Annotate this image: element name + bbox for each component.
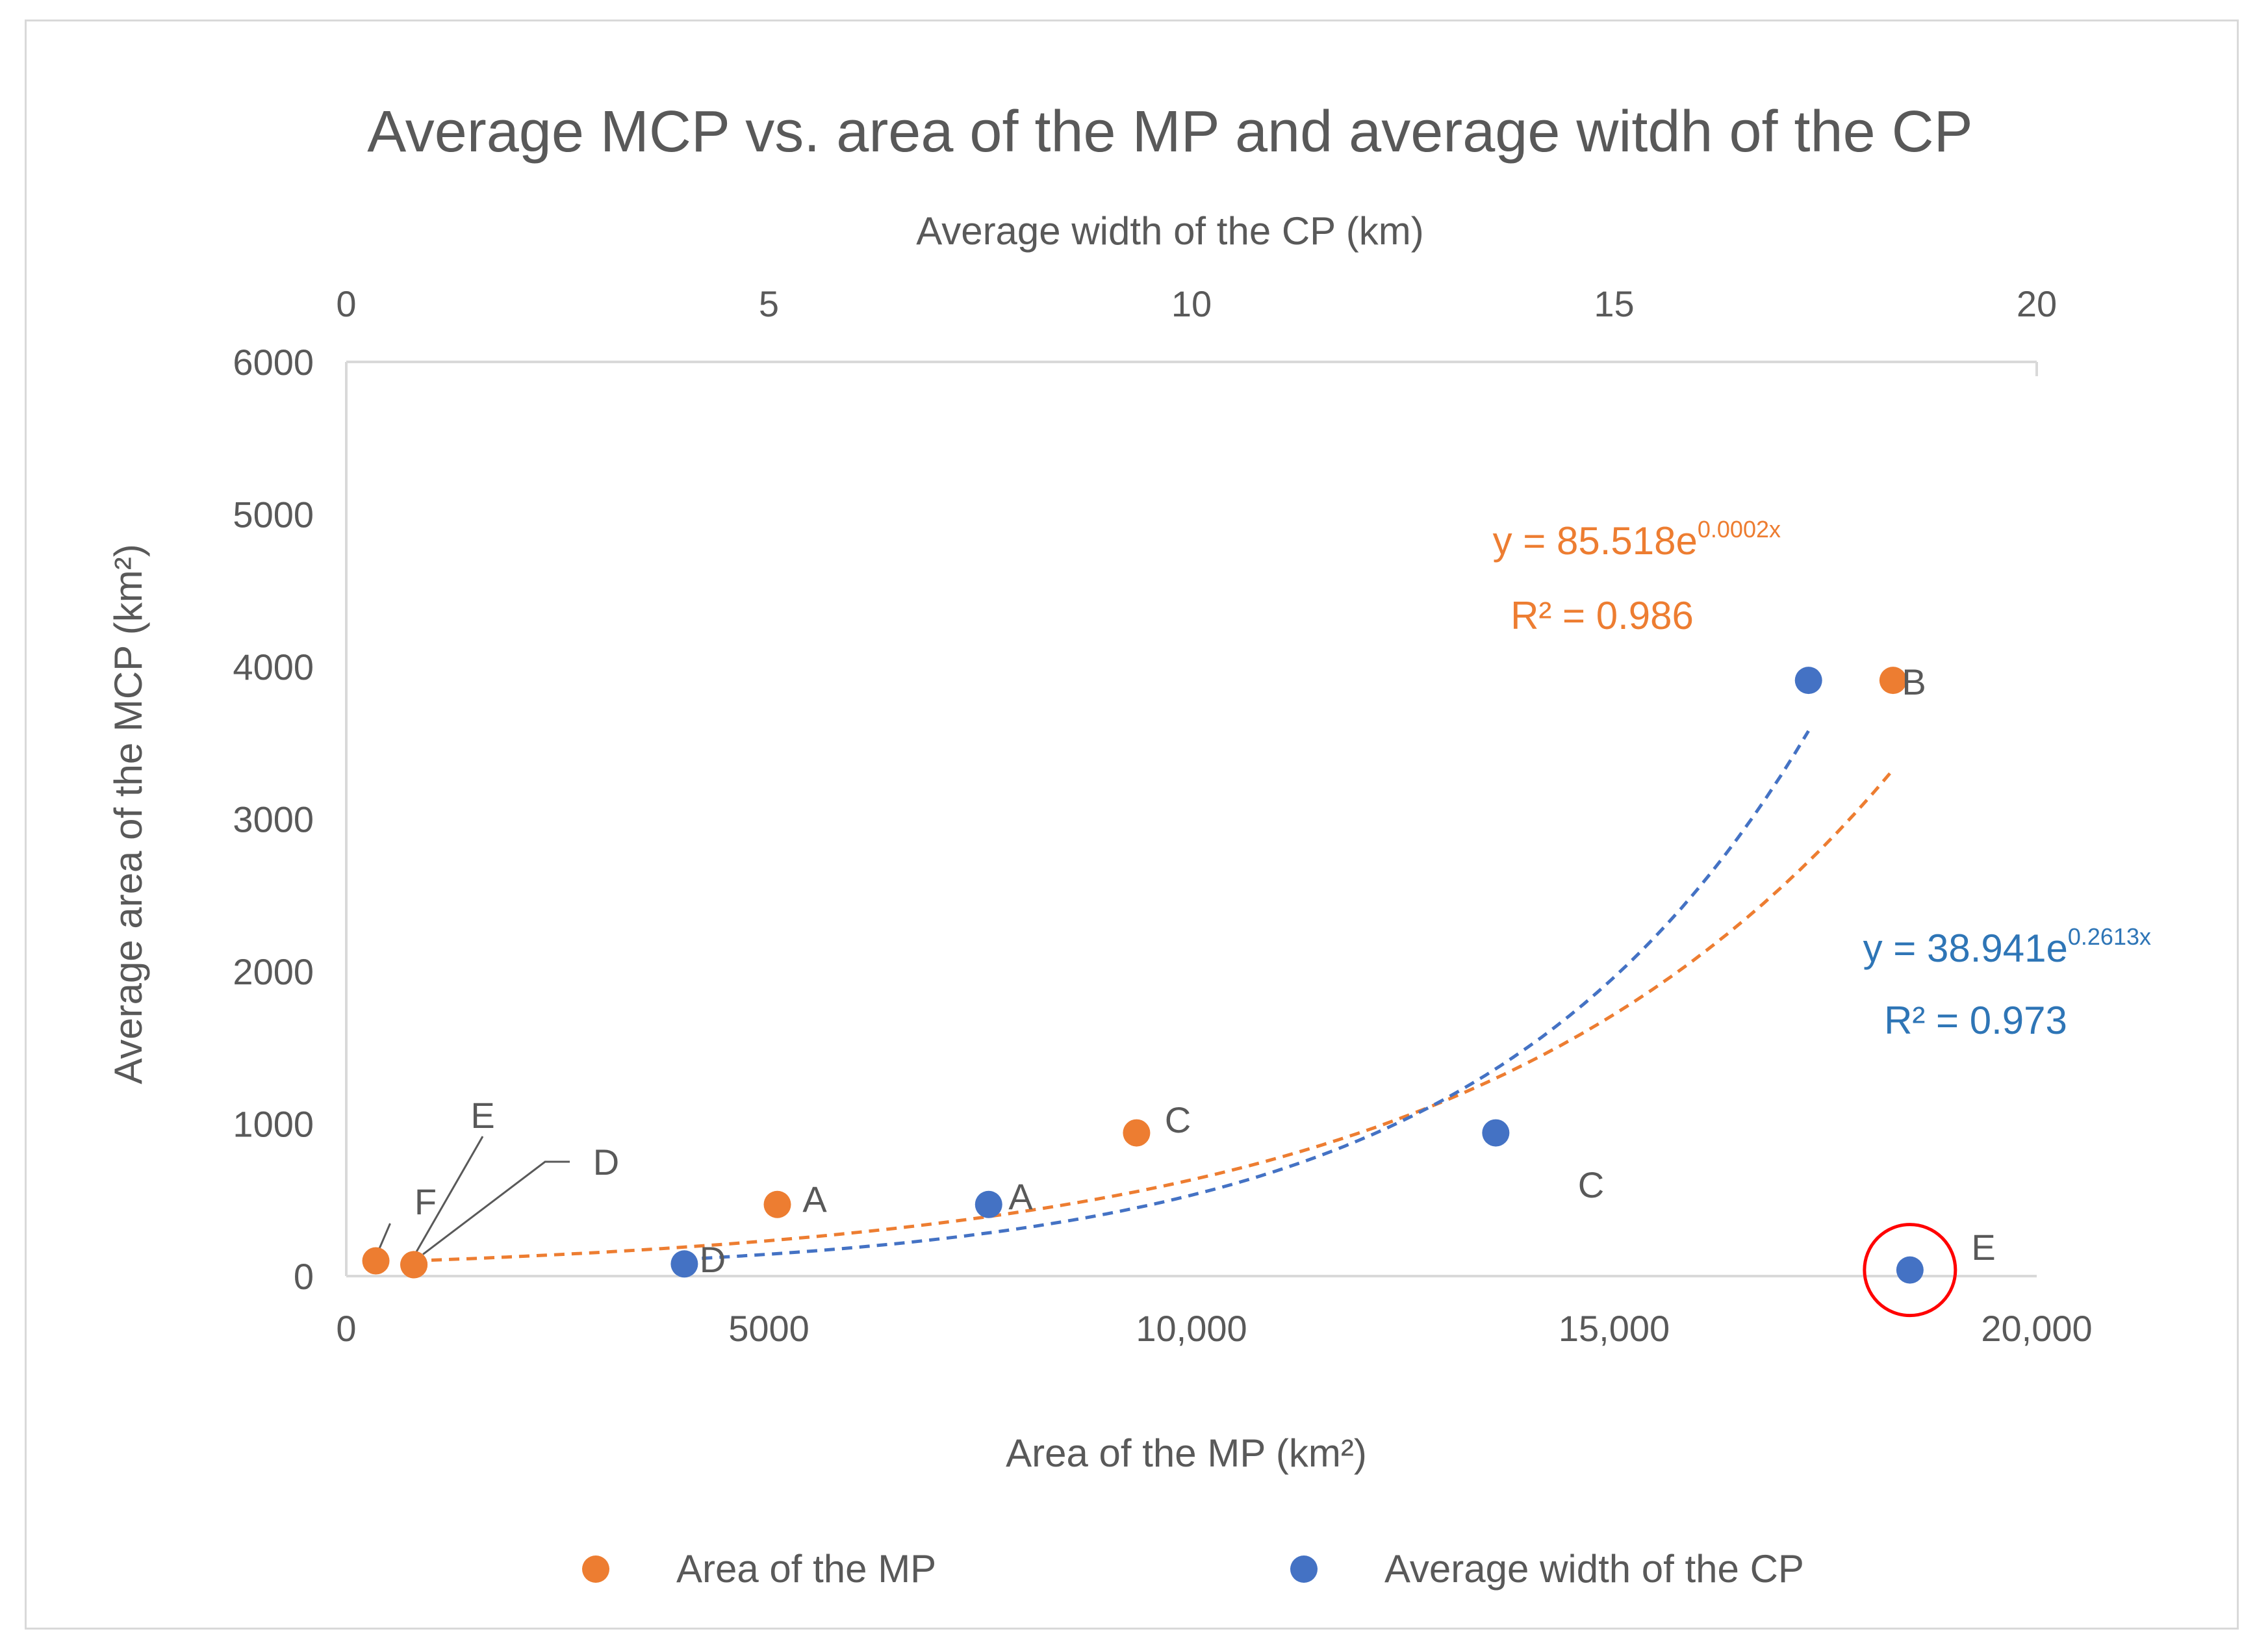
- point-label: C: [1165, 1099, 1191, 1140]
- y-tick-label: 5000: [233, 494, 314, 535]
- point-label: C: [1578, 1164, 1604, 1205]
- y-tick-label: 1000: [233, 1104, 314, 1145]
- point-label: E: [470, 1095, 494, 1136]
- trendline-width-cp: [684, 730, 1810, 1261]
- x-tick-label-top: 20: [2017, 283, 2057, 324]
- x-tick-label-top: 5: [759, 283, 779, 324]
- x-tick-label-top: 10: [1171, 283, 1212, 324]
- y-tick-label: 4000: [233, 646, 314, 687]
- bottom-axis-title: Area of the MP (km²): [1006, 1431, 1367, 1475]
- point-label: B: [1902, 661, 1926, 702]
- data-point-width-cp: [670, 1250, 698, 1278]
- x-tick-label-bottom: 15,000: [1559, 1308, 1670, 1349]
- trendline-r2: R² = 0.986: [1510, 594, 1694, 637]
- data-point-area-mp: [400, 1251, 428, 1279]
- leader-line-f: [378, 1223, 391, 1250]
- data-point-area-mp: [763, 1190, 791, 1218]
- y-axis-title: Average area of the MCP (km²): [107, 544, 150, 1084]
- data-point-area-mp: [362, 1247, 390, 1275]
- legend-marker: [582, 1555, 609, 1583]
- highlight-circle: [1863, 1223, 1957, 1318]
- x-tick-label-bottom: 5000: [728, 1308, 809, 1349]
- x-tick-label-bottom: 20,000: [1981, 1308, 2092, 1349]
- y-tick-label: 2000: [233, 951, 314, 992]
- x-tick-label-top: 0: [336, 283, 356, 324]
- equation-base: y = 38.941e: [1863, 927, 2068, 970]
- equation-exponent: 0.2613x: [2068, 923, 2151, 950]
- y-tick-label: 3000: [233, 799, 314, 840]
- legend-label: Average width of the CP: [1384, 1547, 1804, 1591]
- data-point-area-mp: [1879, 667, 1907, 695]
- x-tick-label-bottom: 0: [336, 1308, 356, 1349]
- data-point-area-mp: [1123, 1119, 1151, 1147]
- chart-svg: Average MCP vs. area of the MP and avera…: [107, 99, 2151, 1591]
- point-label: D: [593, 1142, 619, 1183]
- x-tick-label-bottom: 10,000: [1136, 1308, 1247, 1349]
- point-label: A: [1008, 1176, 1033, 1217]
- chart-title: Average MCP vs. area of the MP and avera…: [367, 99, 1972, 164]
- leader-line-d: [422, 1160, 570, 1255]
- x-tick-label-top: 15: [1594, 283, 1634, 324]
- point-label: A: [802, 1179, 827, 1220]
- point-label: E: [1971, 1227, 1995, 1268]
- data-point-width-cp: [1794, 667, 1822, 695]
- leader-line-e: [415, 1136, 484, 1253]
- point-label: D: [700, 1239, 726, 1280]
- legend-label: Area of the MP: [676, 1547, 936, 1591]
- equation-base: y = 85.518e: [1493, 519, 1698, 563]
- legend-marker: [1290, 1555, 1318, 1583]
- plot-layer: 0 1000 2000 3000 4000 5000 6000 0 5000 10,000 15,0…: [233, 283, 2151, 1349]
- trendline-r2: R² = 0.973: [1884, 999, 2067, 1042]
- data-point-width-cp: [1482, 1119, 1510, 1147]
- y-tick-label: 6000: [233, 342, 314, 383]
- data-point-width-cp: [1896, 1256, 1924, 1284]
- point-label: F: [414, 1181, 437, 1222]
- chart-frame: Average MCP vs. area of the MP and avera…: [25, 19, 2239, 1630]
- data-point-width-cp: [975, 1190, 1002, 1218]
- y-tick-label: 0: [294, 1256, 314, 1297]
- legend: Area of the MP Average width of the CP: [582, 1547, 1804, 1591]
- trendline-equation: y = 85.518e0.0002x: [1493, 516, 1781, 563]
- trendline-equation: y = 38.941e0.2613x: [1863, 923, 2151, 970]
- trendline-area-mp: [414, 769, 1894, 1262]
- equation-exponent: 0.0002x: [1698, 516, 1781, 543]
- top-axis-title: Average width of the CP (km): [916, 209, 1423, 253]
